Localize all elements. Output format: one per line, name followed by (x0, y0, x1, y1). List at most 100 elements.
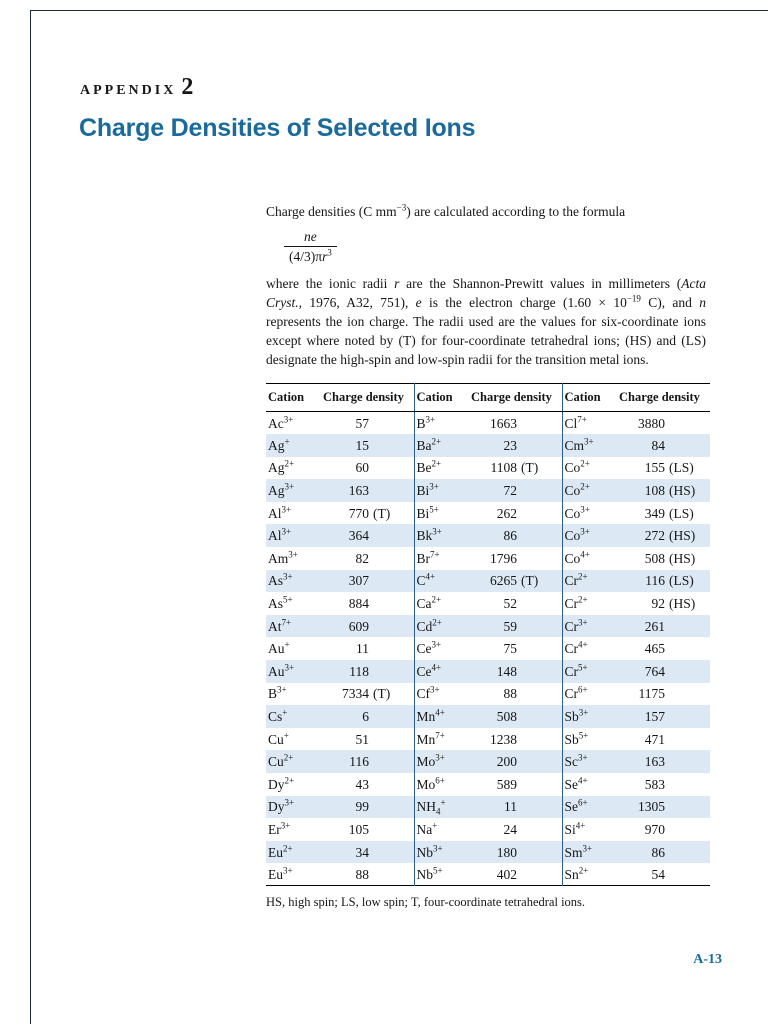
cation-cell: Se4+ (564, 775, 588, 792)
charge-density-cell: 86 (469, 524, 563, 548)
table-row: Dy3+ 99 NH4+ 11 Se6+ 1305 (266, 795, 710, 819)
text-segment: 1976, A32, 751), (302, 295, 416, 310)
charge-density-cell: 148 (469, 660, 563, 683)
table-row: Am3+ 82 Br7+ 1796 Co4+ 508 (HS) (266, 547, 710, 570)
cation-cell: Ag3+ (268, 481, 295, 499)
charge-density-cell: 52 (469, 592, 563, 615)
charge-density-cell: 15 (321, 434, 415, 457)
table-row: As3+ 307 C4+ 6265 (T) Cr2+ 116 (LS) (266, 569, 710, 593)
cation-cell: Cl7+ (564, 414, 587, 431)
cation-cell: As3+ (268, 571, 293, 589)
cation-cell: Sn2+ (564, 865, 589, 882)
charge-density-cell: 508 (HS) (644, 550, 696, 566)
text-segment: −19 (626, 293, 641, 304)
cation-cell: Cr5+ (564, 662, 588, 679)
charge-density-cell: 51 (321, 727, 415, 751)
text-segment: 3 (327, 247, 332, 258)
cation-cell: Cf3+ (416, 684, 440, 702)
text-segment: Charge densities (C mm (266, 204, 397, 219)
cation-cell: Nb5+ (416, 865, 443, 882)
cation-cell: Mo3+ (416, 752, 445, 770)
charge-density-cell: 163 (644, 754, 665, 770)
cation-cell: Al3+ (268, 504, 292, 521)
fraction-numerator: ne (284, 228, 337, 246)
charge-density-cell: 272 (HS) (644, 528, 696, 544)
charge-density-cell: 200 (469, 750, 563, 773)
column-header: Cation (266, 383, 321, 412)
cation-cell: Si4+ (564, 820, 586, 837)
charge-density-cell: 1108 (T) (469, 456, 563, 480)
charge-density-cell: 11 (469, 795, 563, 819)
explanatory-paragraph: where the ionic radii r are the Shannon-… (266, 274, 706, 369)
cation-cell: Ac3+ (268, 414, 294, 431)
charge-density-cell: 155 (LS) (644, 460, 694, 476)
cation-cell: Cs+ (268, 707, 288, 725)
cation-cell: Be2+ (416, 458, 442, 476)
charge-density-cell: 11 (321, 637, 415, 661)
table-row: Cu2+ 116 Mo3+ 200 Sc3+ 163 (266, 750, 710, 773)
table-row: Al3+ 364 Bk3+ 86 Co3+ 272 (HS) (266, 524, 710, 548)
left-border-rule (30, 10, 31, 1024)
cation-cell: Cr2+ (564, 571, 588, 589)
text-segment: ne (304, 229, 317, 244)
text-segment: (4/3)π (289, 249, 323, 264)
charge-density-cell: 364 (321, 524, 415, 548)
cation-cell: C4+ (416, 571, 436, 589)
table-row: Er3+ 105 Na+ 24 Si4+ 970 (266, 818, 710, 841)
table-row: Ac3+ 57 B3+ 1663 Cl7+ 3880 (266, 411, 710, 435)
cation-cell: As5+ (268, 594, 293, 612)
charge-density-cell: 583 (644, 776, 665, 792)
charge-density-cell: 770 (T) (321, 501, 415, 525)
fraction: ne (4/3)πr3 (284, 228, 337, 265)
charge-density-cell: 1663 (469, 411, 563, 435)
table-row: Ag+ 15 Ba2+ 23 Cm3+ 84 (266, 434, 710, 457)
charge-density-cell: 157 (644, 709, 665, 725)
fraction-denominator: (4/3)πr3 (284, 246, 337, 265)
cation-cell: Bi3+ (416, 481, 439, 499)
charge-density-cell: 1305 (638, 799, 665, 815)
charge-density-cell: 72 (469, 479, 563, 502)
cation-cell: Bi5+ (416, 504, 439, 521)
cation-cell: Sc3+ (564, 752, 588, 770)
charge-density-cell: 59 (469, 614, 563, 638)
charge-density-cell: 402 (469, 863, 563, 886)
cation-cell: NH4+ (416, 797, 446, 818)
cation-cell: Co3+ (564, 504, 590, 521)
table-row: Cu+ 51 Mn7+ 1238 Sb5+ 471 (266, 727, 710, 751)
charge-density-cell: 99 (321, 795, 415, 819)
column-header: Charge density (321, 383, 415, 412)
table-row: As5+ 884 Ca2+ 52 Cr2+ 92 (HS) (266, 592, 710, 615)
cation-cell: Sb5+ (564, 730, 589, 747)
charge-density-cell: 262 (469, 501, 563, 525)
cation-cell: Co2+ (564, 481, 590, 499)
cation-cell: Nb3+ (416, 843, 443, 860)
cation-cell: Ce3+ (416, 639, 442, 657)
text-segment: r (394, 276, 400, 291)
cation-cell: B3+ (416, 414, 436, 431)
text-segment: −3 (396, 202, 407, 213)
charge-density-cell: 1175 (638, 686, 666, 702)
cation-cell: Eu2+ (268, 843, 293, 860)
column-header: Cation (562, 383, 617, 412)
cation-cell: Cu2+ (268, 752, 294, 770)
page-number: A-13 (693, 952, 722, 967)
charge-density-cell: 24 (469, 818, 563, 841)
cation-cell: Ce4+ (416, 662, 442, 679)
charge-density-cell: 88 (321, 863, 415, 886)
cation-cell: Eu3+ (268, 865, 293, 882)
text-segment: Acta Cryst., (266, 276, 706, 310)
cation-cell: Ba2+ (416, 436, 442, 453)
table-row: Eu3+ 88 Nb5+ 402 Sn2+ 54 (266, 863, 710, 886)
main-content: Charge densities (C mm−3) are calculated… (266, 202, 710, 912)
charge-density-cell: 105 (321, 818, 415, 841)
cation-cell: Au3+ (268, 662, 295, 679)
charge-density-cell: 261 (644, 618, 665, 634)
table-header: Cation Charge density Cation Charge density… (266, 383, 710, 412)
charge-density-cell: 349 (LS) (644, 505, 694, 521)
charge-density-cell: 6 (321, 705, 415, 728)
text-segment: is the electron charge (1.60 × 10 (421, 295, 627, 310)
cation-cell: Co4+ (564, 549, 590, 566)
cation-cell: Cu+ (268, 730, 289, 747)
charge-density-cell: 23 (469, 434, 563, 457)
